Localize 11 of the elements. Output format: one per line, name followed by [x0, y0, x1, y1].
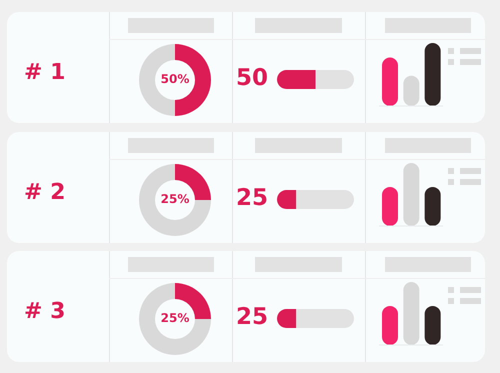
text: # 3 [24, 299, 66, 324]
data-label: 25% [160, 311, 190, 325]
donut-slice [139, 164, 211, 236]
text: # 2 [24, 180, 66, 205]
data-label: 25 [236, 304, 268, 330]
data-label: 50 [236, 65, 268, 91]
text: # 1 [24, 60, 66, 85]
data-label: 25% [160, 192, 190, 206]
data-label: 25 [236, 185, 268, 211]
donut-slice [139, 283, 211, 355]
data-label: 50% [160, 72, 190, 86]
